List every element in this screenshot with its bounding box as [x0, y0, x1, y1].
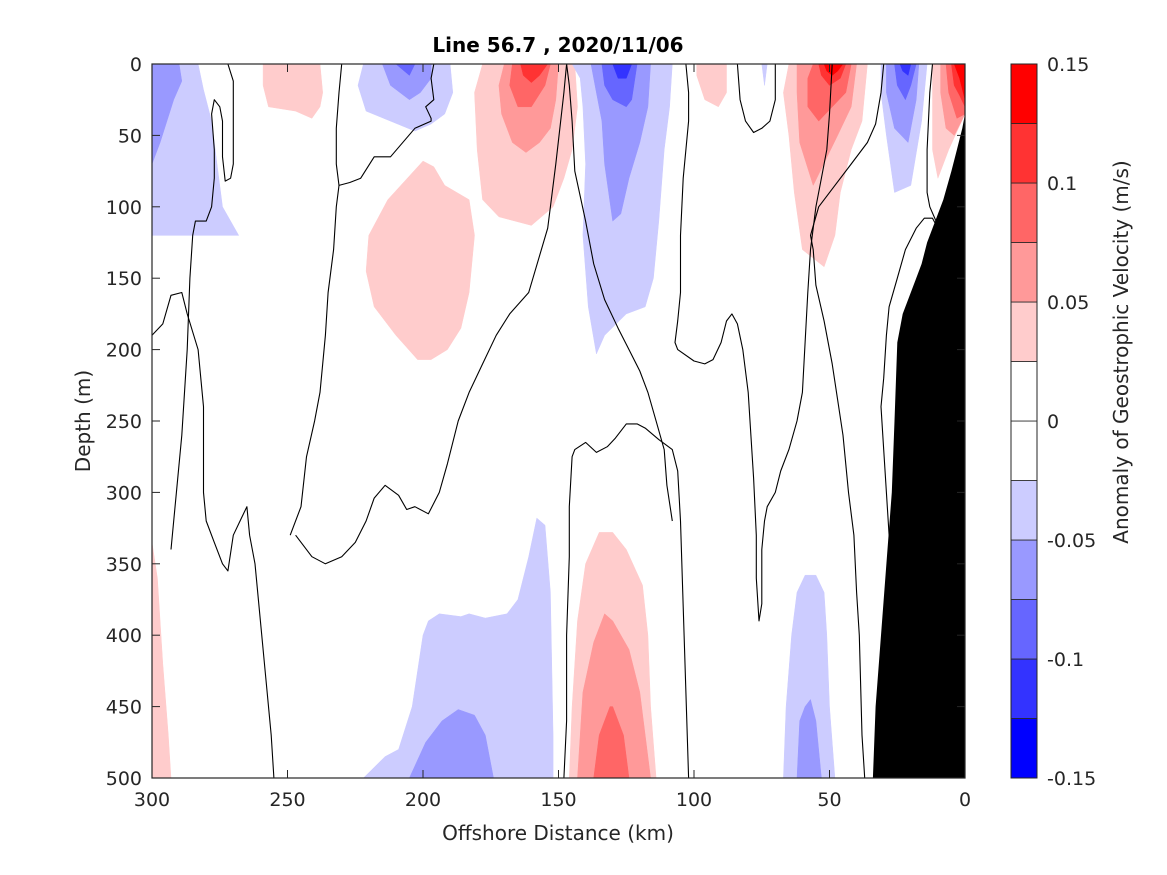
colorbar-tick-label: 0 — [1047, 411, 1059, 433]
x-axis: 300 250 200 150 100 50 0 — [134, 64, 971, 811]
contour-left-thin-loop — [170, 64, 234, 550]
contour-fill-neg — [152, 64, 239, 236]
x-axis-label: Offshore Distance (km) — [442, 821, 674, 845]
x-tick-label: 200 — [405, 789, 441, 811]
contour-fill-pos — [262, 64, 323, 119]
y-tick-label: 250 — [106, 411, 142, 433]
x-tick-label: 0 — [959, 789, 971, 811]
x-tick-label: 50 — [817, 789, 841, 811]
contour-fill-neg — [761, 64, 768, 86]
colorbar-tick-label: 0.15 — [1047, 54, 1089, 76]
colorbar-segment — [1010, 242, 1038, 303]
contour-fill-neg — [382, 64, 432, 100]
contour-fill-neg — [894, 64, 917, 100]
colorbar-tick-label: -0.05 — [1047, 530, 1096, 552]
colorbar-tick-label: 0.05 — [1047, 292, 1089, 314]
contour-right-center-bubble — [736, 64, 776, 134]
contour-fill-pos — [953, 64, 965, 100]
colorbar-label: Anomaly of Geostrophic Velocity (m/s) — [1109, 160, 1133, 543]
colorbar-segment — [1010, 599, 1038, 660]
y-axis: 0 50 100 150 200 250 300 350 400 450 500 — [106, 54, 965, 790]
contour-fill-neg — [590, 64, 651, 222]
contour-fill-neg — [409, 709, 494, 778]
colorbar-frame — [1010, 63, 1038, 779]
colorbar-tick-label: -0.1 — [1047, 649, 1084, 671]
y-tick-label: 0 — [130, 54, 142, 76]
contour-right-near-shelf — [809, 64, 885, 778]
contour-lower-basin-bottom — [295, 64, 568, 565]
contour-fill-pos — [696, 64, 727, 108]
y-tick-label: 200 — [106, 340, 142, 362]
colorbar-segment — [1010, 361, 1038, 422]
colorbar-segment — [1010, 658, 1038, 719]
contour-middle-bubble-left — [563, 423, 690, 778]
y-tick-label: 450 — [106, 697, 142, 719]
colorbar-segment — [1010, 301, 1038, 362]
contour-fill-pos — [823, 64, 844, 76]
contour-fill-pos — [593, 706, 630, 778]
contour-fill-neg — [363, 517, 554, 778]
x-tick-label: 150 — [540, 789, 576, 811]
x-tick-label: 300 — [134, 789, 170, 811]
colorbar-segment — [1010, 539, 1038, 600]
colorbar-segment — [1010, 182, 1038, 243]
contour-fill-pos — [520, 64, 548, 83]
contour-fill-pos — [152, 542, 172, 778]
colorbar-tick-label: -0.15 — [1047, 768, 1096, 790]
contour-far-left — [152, 291, 275, 778]
contour-right-center — [674, 64, 833, 622]
colorbar-tick-label: 0.1 — [1047, 173, 1077, 195]
contour-fill-pos — [365, 160, 475, 360]
x-tick-label: 250 — [269, 789, 305, 811]
colorbar-segment — [1010, 480, 1038, 541]
seafloor-bathymetry — [872, 114, 965, 778]
y-tick-label: 300 — [106, 482, 142, 504]
colorbar: 0.15 0.1 0.05 0 -0.05 -0.1 -0.15 — [1010, 54, 1096, 790]
chart-title: Line 56.7 , 2020/11/06 — [432, 33, 683, 57]
contour-fill-neg — [796, 699, 822, 778]
colorbar-segment — [1010, 63, 1038, 124]
y-tick-label: 50 — [118, 125, 142, 147]
contour-fill-neg — [612, 64, 632, 79]
y-tick-label: 150 — [106, 268, 142, 290]
contour-fill-neg — [899, 64, 912, 76]
contour-fill-neg — [571, 64, 673, 355]
contour-center-left-loop — [335, 64, 435, 186]
contour-lower-basin — [289, 185, 340, 536]
contour-fill-neg — [152, 64, 183, 165]
contour-fill-neg — [783, 574, 836, 778]
bathymetry-mask — [872, 114, 965, 778]
y-tick-label: 100 — [106, 197, 142, 219]
y-tick-label: 350 — [106, 554, 142, 576]
contour-long-diagonal — [566, 64, 673, 522]
x-tick-label: 100 — [676, 789, 712, 811]
contour-fill-neg — [601, 64, 638, 108]
y-tick-label: 500 — [106, 768, 142, 790]
y-axis-label: Depth (m) — [71, 370, 95, 472]
y-tick-label: 400 — [106, 625, 142, 647]
colorbar-segment — [1010, 718, 1038, 779]
contour-fill-pos — [577, 613, 651, 778]
colorbar-segment — [1010, 420, 1038, 481]
contour-fill-neg — [395, 64, 416, 76]
colorbar-segment — [1010, 123, 1038, 184]
